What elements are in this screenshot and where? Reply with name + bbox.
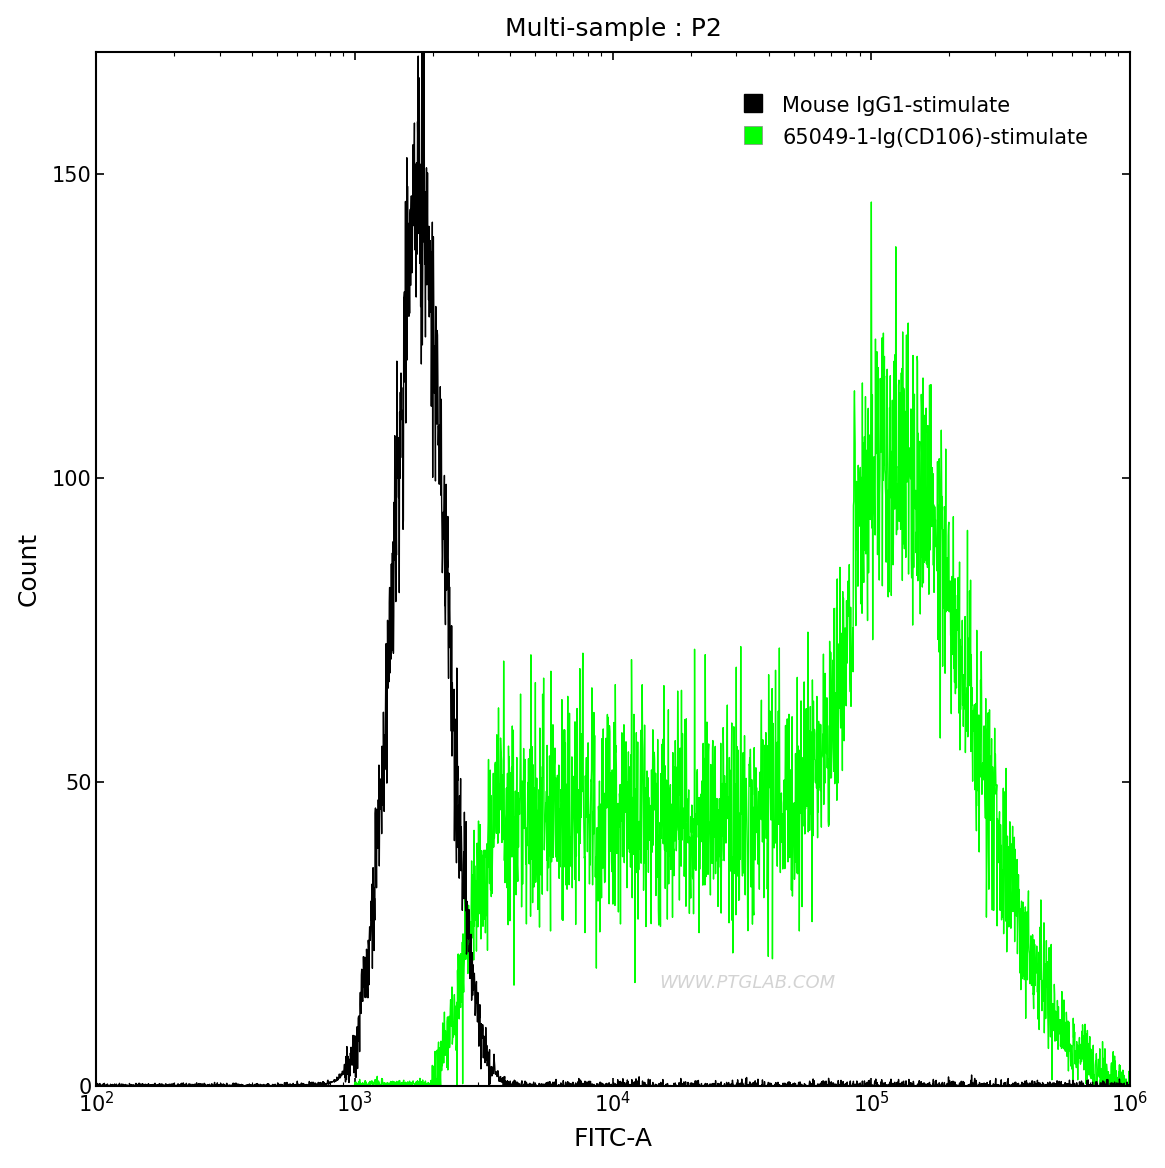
Text: WWW.PTGLAB.COM: WWW.PTGLAB.COM [659,974,835,992]
Legend: Mouse IgG1-stimulate, 65049-1-Ig(CD106)-stimulate: Mouse IgG1-stimulate, 65049-1-Ig(CD106)-… [730,83,1099,158]
Y-axis label: Count: Count [16,533,41,606]
Title: Multi-sample : P2: Multi-sample : P2 [504,16,721,41]
X-axis label: FITC-A: FITC-A [573,1127,652,1152]
